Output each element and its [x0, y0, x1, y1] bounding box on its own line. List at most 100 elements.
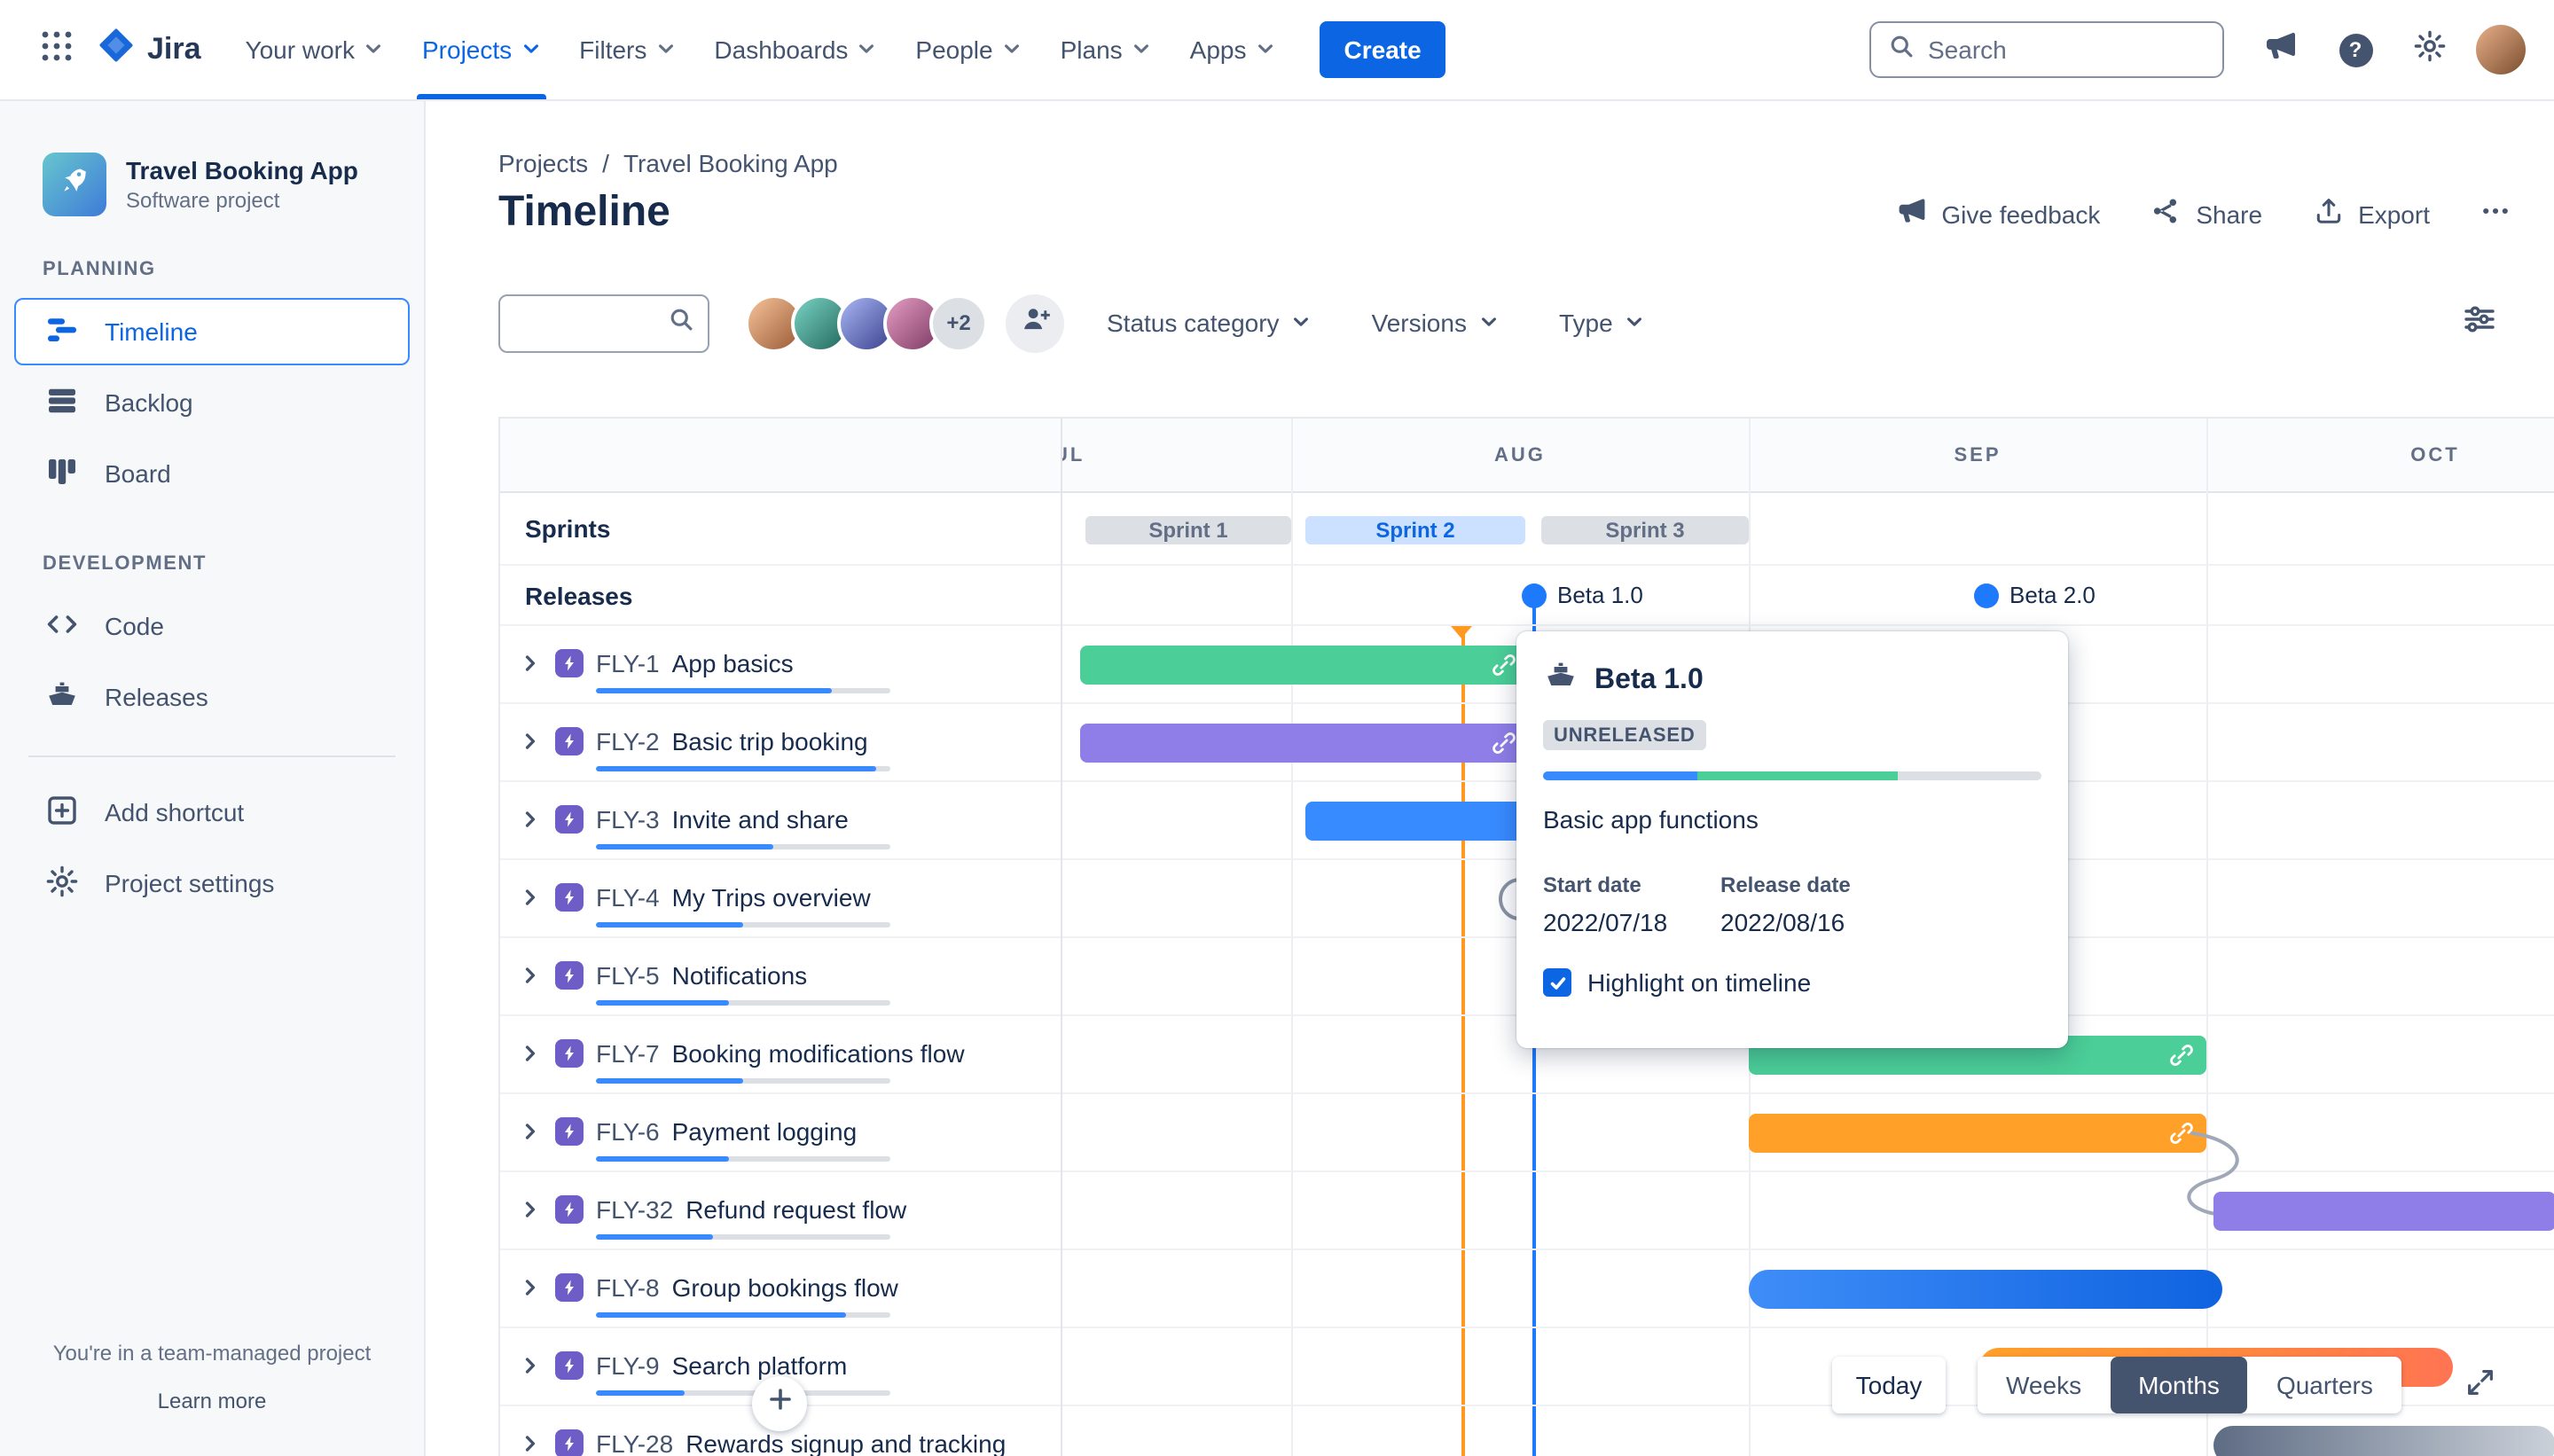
sidebar-item-project-settings[interactable]: Project settings — [14, 849, 410, 917]
epic-row-fly-32[interactable]: FLY-32 Refund request flow — [500, 1172, 1061, 1250]
zoom-weeks[interactable]: Weeks — [1978, 1357, 2110, 1413]
expand-chevron-icon[interactable] — [518, 1355, 543, 1376]
release-marker-beta-2-0[interactable] — [1974, 583, 1999, 608]
nav-item-dashboards[interactable]: Dashboards — [694, 0, 896, 99]
expand-chevron-icon[interactable] — [518, 1277, 543, 1298]
link-icon[interactable] — [2169, 1043, 2194, 1076]
sidebar-item-label: Backlog — [105, 388, 193, 417]
add-people-button[interactable] — [1006, 294, 1064, 352]
epic-row-fly-6[interactable]: FLY-6 Payment logging — [500, 1094, 1061, 1172]
nav-item-projects[interactable]: Projects — [403, 0, 560, 99]
app-grid-icon — [39, 27, 74, 72]
release-marker-beta-1-0[interactable] — [1522, 583, 1547, 608]
timeline-page: Projects / Travel Booking App Timeline G… — [426, 99, 2554, 1456]
timeline-search[interactable] — [498, 294, 709, 352]
more-actions-button[interactable] — [2480, 195, 2511, 232]
epic-bar-fly-2[interactable] — [1080, 724, 1529, 763]
month-header-oct: OCT — [2410, 445, 2460, 466]
epic-row-fly-4[interactable]: FLY-4 My Trips overview — [500, 860, 1061, 938]
epic-row-fly-2[interactable]: FLY-2 Basic trip booking — [500, 704, 1061, 782]
epic-row-fly-3[interactable]: FLY-3 Invite and share — [500, 782, 1061, 860]
nav-item-plans[interactable]: Plans — [1041, 0, 1171, 99]
nav-item-your-work[interactable]: Your work — [226, 0, 403, 99]
expand-chevron-icon[interactable] — [518, 887, 543, 908]
breadcrumb-project[interactable]: Travel Booking App — [623, 149, 838, 177]
nav-item-filters[interactable]: Filters — [560, 0, 694, 99]
expand-chevron-icon[interactable] — [518, 809, 543, 830]
user-avatar[interactable] — [2476, 25, 2526, 74]
global-search[interactable] — [1869, 21, 2224, 78]
timeline-icon — [44, 311, 80, 352]
expand-chevron-icon[interactable] — [518, 1121, 543, 1142]
epic-row-fly-7[interactable]: FLY-7 Booking modifications flow — [500, 1016, 1061, 1094]
sidebar-item-timeline[interactable]: Timeline — [14, 298, 410, 365]
expand-chevron-icon[interactable] — [518, 731, 543, 752]
view-settings-button[interactable] — [2451, 294, 2508, 351]
sidebar-item-board[interactable]: Board — [14, 440, 410, 507]
help-button[interactable]: ? — [2327, 21, 2384, 78]
expand-chevron-icon[interactable] — [518, 1433, 543, 1454]
zoom-quarters[interactable]: Quarters — [2248, 1357, 2401, 1413]
expand-chevron-icon[interactable] — [518, 1199, 543, 1220]
epic-row-fly-8[interactable]: FLY-8 Group bookings flow — [500, 1250, 1061, 1328]
jira-logo-text: Jira — [147, 32, 201, 66]
epic-progress-bar — [596, 1312, 890, 1318]
epic-bar-fly-1[interactable] — [1080, 646, 1529, 685]
filter-versions[interactable]: Versions — [1372, 309, 1499, 337]
sidebar-item-add-shortcut[interactable]: Add shortcut — [14, 779, 410, 846]
breadcrumb-projects[interactable]: Projects — [498, 149, 589, 177]
filter-status-category[interactable]: Status category — [1107, 309, 1312, 337]
checkbox-checked-icon[interactable] — [1543, 968, 1571, 997]
announcements-button[interactable] — [2252, 21, 2309, 78]
chevron-down-icon — [521, 35, 540, 64]
epic-bar-fly-6[interactable] — [1749, 1114, 2206, 1153]
expand-chevron-icon[interactable] — [518, 653, 543, 674]
sidebar-item-label: Board — [105, 459, 171, 488]
settings-button[interactable] — [2401, 21, 2458, 78]
filter-type[interactable]: Type — [1559, 309, 1645, 337]
link-icon[interactable] — [1492, 731, 1516, 764]
epic-progress-bar — [596, 922, 890, 928]
expand-chevron-icon[interactable] — [518, 1043, 543, 1064]
epic-bar-fly-32[interactable] — [2213, 1192, 2554, 1231]
timeline-search-input[interactable] — [514, 309, 669, 337]
nav-item-people[interactable]: People — [896, 0, 1040, 99]
release-popup-header: Beta 1.0 — [1543, 658, 2041, 702]
add-epic-button[interactable] — [752, 1376, 807, 1431]
jira-logo[interactable]: Jira — [96, 25, 201, 74]
sidebar-item-releases[interactable]: Releases — [14, 663, 410, 731]
link-icon[interactable] — [2169, 1121, 2194, 1155]
global-search-input[interactable] — [1928, 35, 2205, 64]
epic-progress-bar — [596, 1234, 890, 1240]
learn-more-link[interactable]: Learn more — [157, 1389, 267, 1413]
export-button[interactable]: Export — [2312, 195, 2430, 232]
epic-row-fly-5[interactable]: FLY-5 Notifications — [500, 938, 1061, 1016]
filter-bar: +2 Status category Versions Type — [498, 291, 2508, 355]
epic-bar-fly-3[interactable] — [1305, 802, 1529, 841]
fullscreen-button[interactable] — [2458, 1366, 2501, 1408]
share-button[interactable]: Share — [2150, 195, 2262, 232]
avatar-overflow-count[interactable]: +2 — [929, 294, 988, 352]
sidebar-item-code[interactable]: Code — [14, 592, 410, 660]
project-type: Software project — [126, 188, 280, 213]
today-button[interactable]: Today — [1832, 1357, 1946, 1413]
sidebar-item-backlog[interactable]: Backlog — [14, 369, 410, 436]
sprint-bar-sprint-1[interactable]: Sprint 1 — [1085, 516, 1291, 544]
give-feedback-button[interactable]: Give feedback — [1895, 195, 2100, 232]
expand-chevron-icon[interactable] — [518, 965, 543, 986]
epic-bar-fly-28[interactable] — [2213, 1426, 2554, 1456]
epic-bar-fly-8[interactable] — [1749, 1270, 2222, 1309]
highlight-on-timeline-checkbox[interactable]: Highlight on timeline — [1543, 968, 2041, 997]
epic-summary: Search platform — [671, 1351, 848, 1380]
epic-row-fly-1[interactable]: FLY-1 App basics — [500, 626, 1061, 704]
sprint-bar-sprint-2[interactable]: Sprint 2 — [1305, 516, 1525, 544]
chevron-down-icon — [1292, 309, 1312, 337]
app-switcher-button[interactable] — [28, 21, 85, 78]
create-button[interactable]: Create — [1319, 21, 1446, 78]
sprint-bar-sprint-3[interactable]: Sprint 3 — [1541, 516, 1749, 544]
nav-item-apps[interactable]: Apps — [1171, 0, 1295, 99]
search-icon — [1889, 33, 1914, 67]
link-icon[interactable] — [1492, 653, 1516, 686]
gear-icon — [2412, 27, 2448, 72]
zoom-months[interactable]: Months — [2110, 1357, 2248, 1413]
